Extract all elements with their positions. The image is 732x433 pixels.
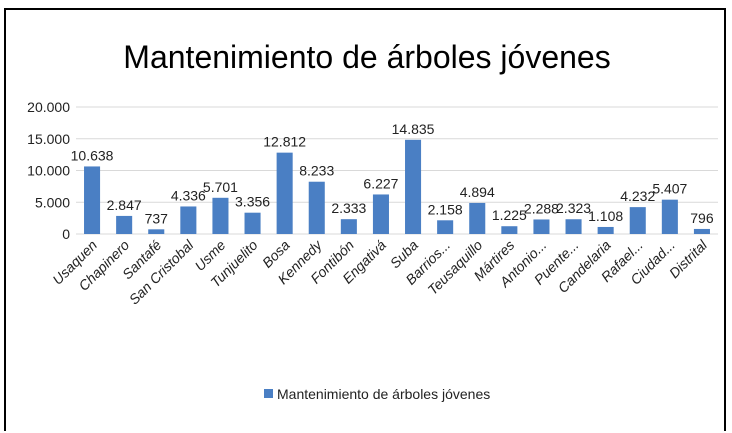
data-label: 2.323 (556, 200, 591, 216)
bar (308, 181, 325, 234)
bar (437, 220, 454, 234)
bar (372, 194, 389, 234)
data-label: 796 (690, 210, 714, 226)
bar (212, 197, 229, 234)
y-tick-label: 20.000 (27, 99, 70, 115)
y-axis: 0 5.000 10.000 15.000 20.000 (27, 99, 70, 242)
bar (180, 206, 197, 234)
bar (533, 219, 550, 234)
data-label: 2.847 (107, 197, 142, 213)
bar (469, 202, 486, 234)
data-label: 10.638 (71, 147, 114, 163)
data-label: 14.835 (392, 121, 435, 137)
bar (405, 139, 422, 234)
bars (84, 139, 710, 234)
data-label: 737 (145, 210, 169, 226)
legend-swatch (264, 389, 273, 398)
legend-label: Mantenimiento de árboles jóvenes (277, 386, 490, 402)
data-label: 12.812 (263, 134, 306, 150)
data-label: 6.227 (363, 175, 398, 191)
bar (148, 229, 165, 234)
data-label: 2.333 (331, 200, 366, 216)
bar (693, 228, 710, 234)
y-tick-label: 5.000 (35, 194, 70, 210)
bar (661, 199, 678, 234)
bar (340, 219, 357, 234)
y-tick-label: 10.000 (27, 163, 70, 179)
data-label: 1.108 (588, 208, 623, 224)
bar (244, 212, 261, 234)
data-label: 2.288 (524, 200, 559, 216)
chart-title: Mantenimiento de árboles jóvenes (123, 39, 610, 75)
data-label: 4.336 (171, 187, 206, 203)
data-label: 4.894 (460, 184, 495, 200)
bar (116, 215, 133, 234)
chart-frame: Mantenimiento de árboles jóvenes 0 5.000 1… (4, 8, 726, 431)
data-label: 3.356 (235, 194, 270, 210)
bar (597, 226, 614, 234)
bar (629, 207, 646, 234)
bar (501, 226, 518, 234)
legend: Mantenimiento de árboles jóvenes (264, 386, 490, 402)
bar-chart: Mantenimiento de árboles jóvenes 05.0001… (27, 39, 718, 402)
bar (276, 152, 293, 234)
bar (84, 166, 101, 234)
data-label: 8.233 (299, 163, 334, 179)
bar (565, 219, 582, 234)
data-label: 5.407 (652, 181, 687, 197)
y-tick-label: 15.000 (27, 131, 70, 147)
y-tick-label: 0 (62, 226, 70, 242)
data-label: 2.158 (428, 201, 463, 217)
data-label: 4.232 (620, 188, 655, 204)
data-label: 5.701 (203, 179, 238, 195)
data-label: 1.225 (492, 207, 527, 223)
